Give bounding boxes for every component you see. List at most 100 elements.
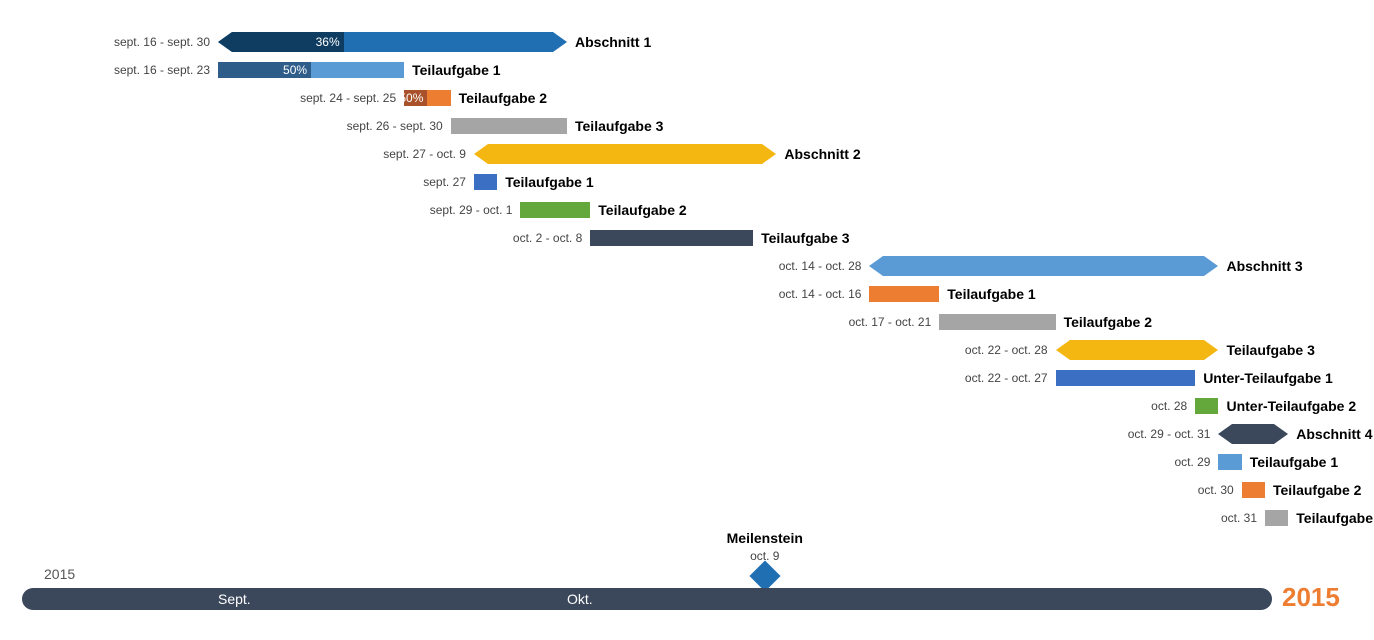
date-range-label: sept. 16 - sept. 23 bbox=[114, 63, 210, 77]
bar-body bbox=[520, 202, 590, 218]
bar-body bbox=[1265, 510, 1288, 526]
task-bar bbox=[1265, 510, 1288, 526]
date-range-label: sept. 24 - sept. 25 bbox=[300, 91, 396, 105]
bar-body bbox=[488, 144, 762, 164]
milestone-label: Meilenstein bbox=[727, 530, 803, 546]
gantt-row: oct. 29 Teilaufgabe 1 bbox=[0, 448, 1374, 476]
date-range-label: oct. 28 bbox=[1151, 399, 1187, 413]
section-bar bbox=[218, 32, 567, 52]
task-bar bbox=[1056, 370, 1196, 386]
gantt-row: sept. 29 - oct. 1 Teilaufgabe 2 bbox=[0, 196, 1374, 224]
bar-body bbox=[1070, 340, 1205, 360]
date-range-label: sept. 27 - oct. 9 bbox=[383, 147, 466, 161]
task-label: Teilaufgabe 2 bbox=[1064, 314, 1152, 330]
gantt-row: oct. 28 Unter-Teilaufgabe 2 bbox=[0, 392, 1374, 420]
arrow-left-progress-icon bbox=[218, 32, 232, 52]
task-label: Teilaufgabe 2 bbox=[1273, 482, 1361, 498]
task-label: Teilaufgabe 1 bbox=[947, 286, 1035, 302]
date-range-label: sept. 16 - sept. 30 bbox=[114, 35, 210, 49]
gantt-row: 0%sept. 26 - sept. 30Teilaufgabe 3 bbox=[0, 112, 1374, 140]
arrow-right-icon bbox=[553, 32, 567, 52]
task-label: Abschnitt 4 bbox=[1296, 426, 1372, 442]
month-label: Sept. bbox=[218, 591, 251, 607]
gantt-chart: 36%sept. 16 - sept. 30Abschnitt 150%sept… bbox=[0, 0, 1374, 640]
task-label: Unter-Teilaufgabe 2 bbox=[1226, 398, 1356, 414]
bar-body bbox=[1218, 454, 1241, 470]
arrow-left-icon bbox=[1056, 340, 1070, 360]
date-range-label: oct. 22 - oct. 27 bbox=[965, 371, 1048, 385]
gantt-row: 36% sept. 16 - sept. 30 Abschnitt 1 bbox=[0, 28, 1374, 56]
gantt-row: oct. 14 - oct. 16 Teilaufgabe 1 bbox=[0, 280, 1374, 308]
progress-label: 50% bbox=[399, 91, 423, 105]
task-bar bbox=[1195, 398, 1218, 414]
gantt-row: 50% sept. 16 - sept. 23 Teilaufgabe 1 bbox=[0, 56, 1374, 84]
gantt-row: oct. 17 - oct. 21 Teilaufgabe 2 bbox=[0, 308, 1374, 336]
task-label: Unter-Teilaufgabe 1 bbox=[1203, 370, 1333, 386]
date-range-label: oct. 29 - oct. 31 bbox=[1128, 427, 1211, 441]
milestone-diamond-icon bbox=[749, 560, 780, 591]
section-bar bbox=[474, 144, 776, 164]
arrow-left-icon bbox=[474, 144, 488, 164]
task-label: Teilaufgabe 2 bbox=[598, 202, 686, 218]
gantt-row: oct. 2 - oct. 8 Teilaufgabe 3 bbox=[0, 224, 1374, 252]
bar-body bbox=[883, 256, 1204, 276]
task-label: Abschnitt 1 bbox=[575, 34, 651, 50]
task-label: Teilaufgabe 1 bbox=[412, 62, 500, 78]
date-range-label: oct. 14 - oct. 28 bbox=[779, 259, 862, 273]
bar-body bbox=[869, 286, 939, 302]
arrow-right-icon bbox=[762, 144, 776, 164]
section-bar bbox=[1218, 424, 1288, 444]
date-range-label: oct. 31 bbox=[1221, 511, 1257, 525]
date-range-label: sept. 29 - oct. 1 bbox=[430, 203, 513, 217]
task-bar bbox=[1242, 482, 1265, 498]
date-range-label: oct. 22 - oct. 28 bbox=[965, 343, 1048, 357]
task-label: Teilaufgabe 3 bbox=[1226, 342, 1314, 358]
bar-body bbox=[451, 118, 567, 134]
gantt-row: oct. 29 - oct. 31 Abschnitt 4 bbox=[0, 420, 1374, 448]
task-bar bbox=[474, 174, 497, 190]
gantt-row: oct. 14 - oct. 28 Abschnitt 3 bbox=[0, 252, 1374, 280]
gantt-row: oct. 22 - oct. 28 Teilaufgabe 3 bbox=[0, 336, 1374, 364]
date-range-label: sept. 26 - sept. 30 bbox=[347, 119, 443, 133]
arrow-right-icon bbox=[1274, 424, 1288, 444]
section-bar bbox=[1056, 340, 1219, 360]
date-range-label: sept. 27 bbox=[423, 175, 466, 189]
progress-label: 36% bbox=[316, 35, 340, 49]
bar-body bbox=[1056, 370, 1196, 386]
month-label: Okt. bbox=[567, 591, 593, 607]
timeline-month-bar bbox=[22, 588, 1272, 610]
task-bar bbox=[451, 118, 567, 134]
gantt-row: sept. 27 Teilaufgabe 1 bbox=[0, 168, 1374, 196]
task-label: Teilaufgabe 3 bbox=[1296, 510, 1374, 526]
task-bar bbox=[520, 202, 590, 218]
task-label: Abschnitt 3 bbox=[1226, 258, 1302, 274]
bar-body bbox=[1195, 398, 1218, 414]
section-bar bbox=[869, 256, 1218, 276]
bar-body bbox=[474, 174, 497, 190]
task-bar bbox=[590, 230, 753, 246]
arrow-right-icon bbox=[1204, 340, 1218, 360]
task-bar bbox=[869, 286, 939, 302]
date-range-label: oct. 17 - oct. 21 bbox=[849, 315, 932, 329]
task-label: Teilaufgabe 2 bbox=[459, 90, 547, 106]
date-range-label: oct. 14 - oct. 16 bbox=[779, 287, 862, 301]
arrow-left-icon bbox=[1218, 424, 1232, 444]
year-label-large: 2015 bbox=[1282, 582, 1340, 613]
bar-body bbox=[1232, 424, 1274, 444]
arrow-right-icon bbox=[1204, 256, 1218, 276]
date-range-label: oct. 29 bbox=[1174, 455, 1210, 469]
gantt-row: 50%sept. 24 - sept. 25 Teilaufgabe 2 bbox=[0, 84, 1374, 112]
gantt-row: oct. 30Teilaufgabe 2 bbox=[0, 476, 1374, 504]
task-label: Teilaufgabe 3 bbox=[761, 230, 849, 246]
bar-body bbox=[590, 230, 753, 246]
arrow-left-icon bbox=[869, 256, 883, 276]
task-bar bbox=[1218, 454, 1241, 470]
year-label-small: 2015 bbox=[44, 566, 75, 582]
task-label: Teilaufgabe 3 bbox=[575, 118, 663, 134]
task-label: Teilaufgabe 1 bbox=[505, 174, 593, 190]
task-label: Teilaufgabe 1 bbox=[1250, 454, 1338, 470]
bar-body bbox=[939, 314, 1055, 330]
progress-label: 50% bbox=[283, 63, 307, 77]
task-bar bbox=[218, 62, 404, 78]
date-range-label: oct. 2 - oct. 8 bbox=[513, 231, 582, 245]
